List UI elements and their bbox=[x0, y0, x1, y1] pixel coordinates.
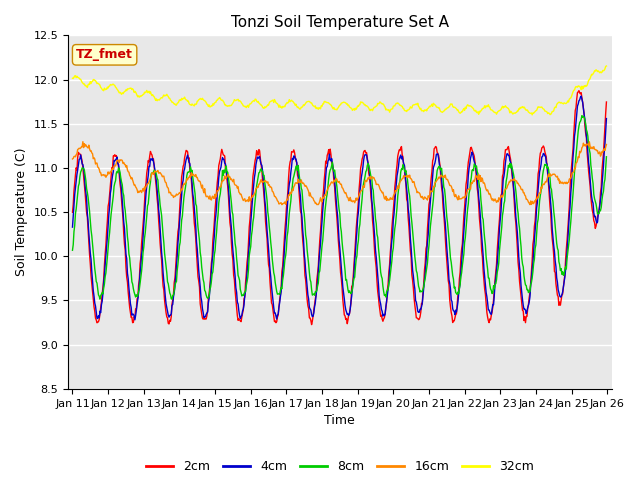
Title: Tonzi Soil Temperature Set A: Tonzi Soil Temperature Set A bbox=[231, 15, 449, 30]
Text: TZ_fmet: TZ_fmet bbox=[76, 48, 133, 61]
Y-axis label: Soil Temperature (C): Soil Temperature (C) bbox=[15, 148, 28, 276]
Legend: 2cm, 4cm, 8cm, 16cm, 32cm: 2cm, 4cm, 8cm, 16cm, 32cm bbox=[141, 455, 539, 478]
X-axis label: Time: Time bbox=[324, 414, 355, 427]
